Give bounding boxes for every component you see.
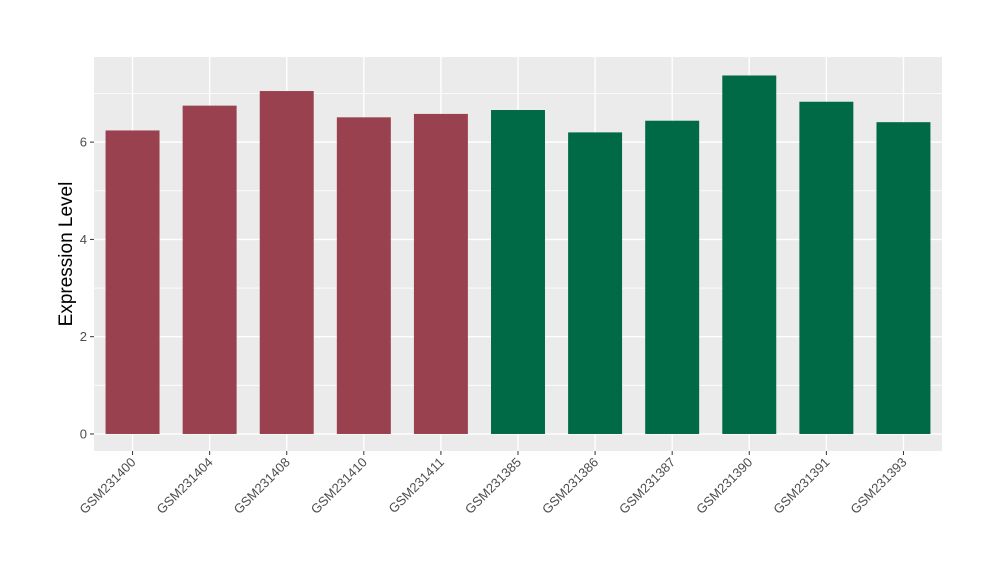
x-tick-label: GSM231387 <box>616 455 678 517</box>
x-tick-label: GSM231404 <box>154 455 216 517</box>
bar-GSM231408 <box>259 91 314 434</box>
x-tick-label: GSM231385 <box>462 455 524 517</box>
x-tick-label: GSM231410 <box>308 455 370 517</box>
bar-GSM231400 <box>105 130 160 434</box>
y-tick-label: 0 <box>80 426 87 441</box>
x-tick-label: GSM231411 <box>385 455 447 517</box>
x-axis: GSM231400 GSM231404 GSM231408 GSM231410 GSM2… <box>76 451 910 517</box>
x-tick-label: GSM231408 <box>231 455 293 517</box>
bars <box>105 75 931 434</box>
bar-GSM231410 <box>336 117 391 434</box>
x-tick-label: GSM231393 <box>847 455 909 517</box>
x-tick-label: GSM231386 <box>539 455 601 517</box>
bar-GSM231386 <box>568 132 623 434</box>
bar-GSM231411 <box>413 113 468 434</box>
bar-GSM231385 <box>491 110 545 434</box>
bar-GSM231387 <box>645 120 700 434</box>
bar-GSM231391 <box>799 101 854 434</box>
x-tick-label: GSM231391 <box>770 455 832 517</box>
bar-GSM231404 <box>182 105 237 434</box>
x-tick-label: GSM231400 <box>76 455 138 517</box>
y-tick-label: 6 <box>80 135 87 150</box>
bar-GSM231390 <box>722 75 777 434</box>
y-tick-label: 2 <box>80 329 87 344</box>
bar-GSM231393 <box>876 122 931 434</box>
y-axis-label: Expression Level <box>56 182 77 327</box>
x-tick-label: GSM231390 <box>693 455 755 517</box>
y-axis: 0 2 4 6 <box>80 135 94 441</box>
y-tick-label: 4 <box>80 232 87 247</box>
